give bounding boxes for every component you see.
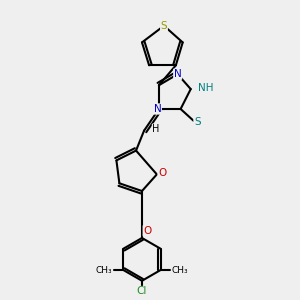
Text: N: N — [154, 104, 161, 114]
Text: Cl: Cl — [137, 286, 147, 296]
Text: O: O — [158, 168, 166, 178]
Text: CH₃: CH₃ — [172, 266, 188, 274]
Text: H: H — [152, 124, 160, 134]
Text: O: O — [143, 226, 152, 236]
Text: S: S — [161, 21, 167, 31]
Text: CH₃: CH₃ — [96, 266, 112, 274]
Text: N: N — [174, 69, 182, 79]
Text: S: S — [194, 117, 201, 128]
Text: NH: NH — [198, 82, 214, 93]
